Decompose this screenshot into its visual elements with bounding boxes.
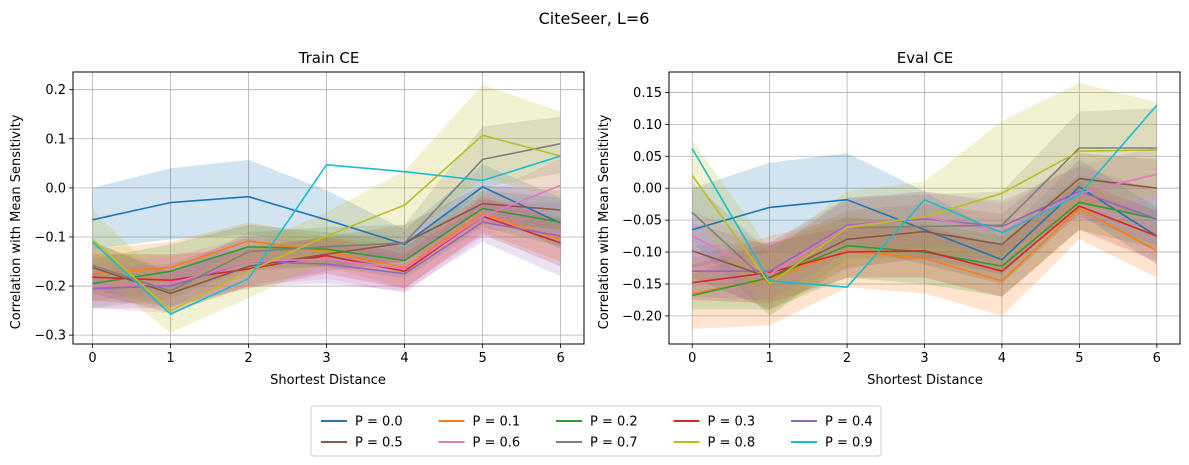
series-line <box>692 205 1158 284</box>
train-ce-title: Train CE <box>298 49 360 67</box>
legend: P = 0.0 P = 0.1 P = 0.2 P = 0.3 P = 0.4 P = 0… <box>310 405 882 457</box>
legend-entry: P = 0.9 <box>825 436 873 451</box>
x-tick-label: 2 <box>843 351 851 366</box>
y-tick-label: −0.20 <box>622 309 662 324</box>
y-tick-label: 0.0 <box>45 181 66 196</box>
x-tick-label: 4 <box>998 351 1006 366</box>
series-line <box>92 207 561 285</box>
series-line <box>92 221 561 290</box>
confidence-band <box>92 116 561 309</box>
x-tick-label: 5 <box>478 351 486 366</box>
y-tick-label: −0.1 <box>34 230 66 245</box>
y-tick-label: 0.10 <box>633 118 662 133</box>
x-tick-label: 3 <box>920 351 928 366</box>
y-tick-label: 0.2 <box>45 83 66 98</box>
confidence-band <box>692 181 1157 329</box>
confidence-band <box>692 181 1157 304</box>
y-tick-label: 0.1 <box>45 132 66 147</box>
series-line <box>691 186 1158 261</box>
train-ce-panel: Train CE Shortest Distance Correlation w… <box>9 49 585 388</box>
legend-entry: P = 0.7 <box>590 436 638 451</box>
series-line <box>91 134 561 312</box>
series-group <box>691 82 1158 329</box>
y-tick-label: 0.05 <box>633 150 662 165</box>
y-tick-label: −0.05 <box>622 214 662 229</box>
series-line <box>92 202 561 295</box>
x-tick-label: 1 <box>766 351 774 366</box>
x-tick-label: 0 <box>688 351 696 366</box>
x-tick-label: 6 <box>1153 351 1161 366</box>
series-line <box>91 155 561 315</box>
y-tick-label: −0.2 <box>34 280 66 295</box>
x-tick-label: 3 <box>322 351 330 366</box>
series-line <box>692 207 1158 295</box>
series-line <box>92 142 561 292</box>
series-line <box>92 212 561 275</box>
legend-entry: P = 0.6 <box>473 436 521 451</box>
train-ce-xlabel: Shortest Distance <box>270 373 386 388</box>
x-tick-label: 5 <box>1075 351 1083 366</box>
legend-entry: P = 0.0 <box>355 415 403 430</box>
x-tick-label: 2 <box>244 351 252 366</box>
y-tick-label: −0.10 <box>622 246 662 261</box>
x-tick-label: 4 <box>400 351 408 366</box>
legend-entry: P = 0.2 <box>590 415 638 430</box>
x-tick-label: 1 <box>166 351 174 366</box>
series-line <box>92 186 561 246</box>
legend-entry: P = 0.8 <box>708 436 756 451</box>
x-tick-label: 0 <box>88 351 96 366</box>
eval-ce-xlabel: Shortest Distance <box>867 373 983 388</box>
axes-frame <box>72 71 585 345</box>
y-tick-label: 0.00 <box>633 182 662 197</box>
series-group <box>91 84 561 333</box>
eval-ce-panel: Eval CE Shortest Distance Correlation wi… <box>597 49 1181 388</box>
x-tick-label: 6 <box>556 351 564 366</box>
series-line <box>92 184 561 287</box>
series-line <box>691 177 1157 279</box>
legend-entry: P = 0.5 <box>355 436 403 451</box>
legend-entry: P = 0.3 <box>708 415 756 430</box>
eval-ce-title: Eval CE <box>897 49 953 67</box>
confidence-band <box>692 165 1157 300</box>
legend-entry: P = 0.4 <box>825 415 873 430</box>
y-tick-label: 0.15 <box>633 86 662 101</box>
series-line <box>691 149 1157 285</box>
figure-title: CiteSeer, L=6 <box>539 9 650 28</box>
train-ce-ylabel: Correlation with Mean Sensitivity <box>9 114 24 329</box>
y-tick-label: −0.3 <box>34 329 66 344</box>
eval-ce-ylabel: Correlation with Mean Sensitivity <box>597 114 612 329</box>
series-line <box>691 104 1158 289</box>
legend-frame <box>310 405 882 457</box>
y-tick-label: −0.15 <box>622 277 662 292</box>
series-line <box>692 190 1158 273</box>
legend-entry: P = 0.1 <box>473 415 521 430</box>
